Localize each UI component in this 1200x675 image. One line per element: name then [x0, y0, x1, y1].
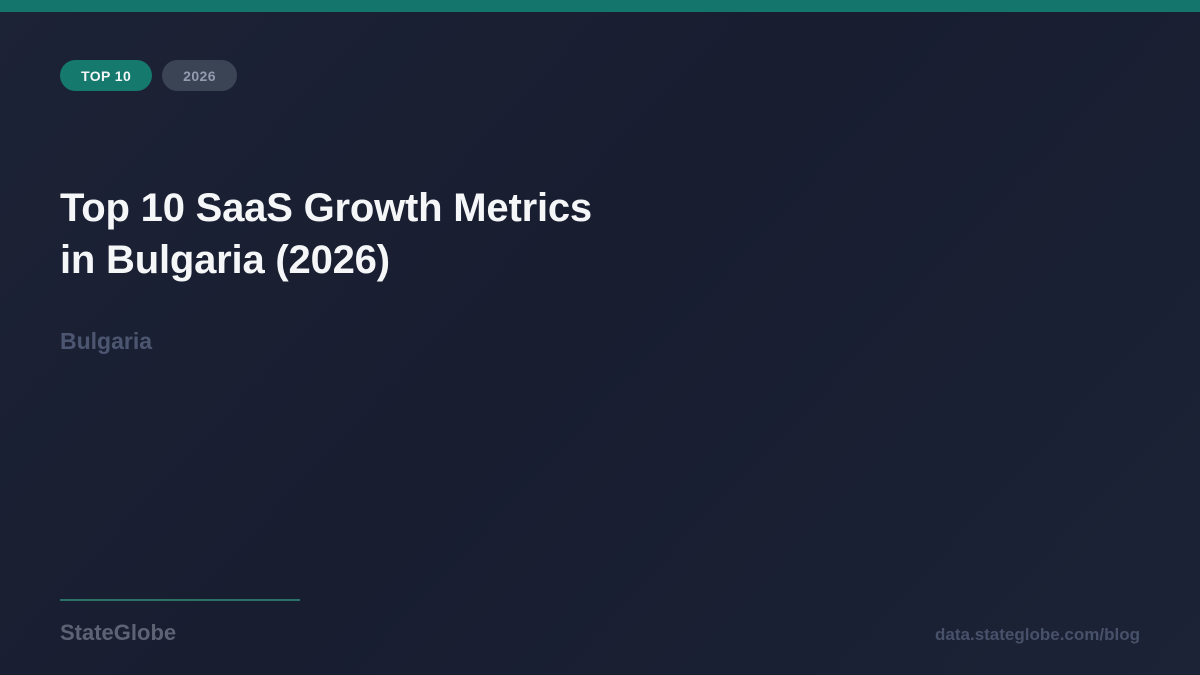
year-badge: 2026: [162, 60, 237, 91]
page-title: Top 10 SaaS Growth Metrics in Bulgaria (2…: [60, 182, 780, 286]
page-title-line1: Top 10 SaaS Growth Metrics: [60, 186, 592, 230]
top10-badge: TOP 10: [60, 60, 153, 91]
footer-url: data.stateglobe.com/blog: [935, 625, 1140, 644]
page-title-line2: in Bulgaria (2026): [60, 238, 390, 282]
country-subtitle: Bulgaria: [60, 328, 153, 354]
top-accent-bar: [0, 0, 1200, 12]
badge-row: TOP 10 2026: [60, 60, 237, 91]
brand-name: StateGlobe: [60, 620, 177, 645]
footer-divider: [60, 599, 300, 601]
